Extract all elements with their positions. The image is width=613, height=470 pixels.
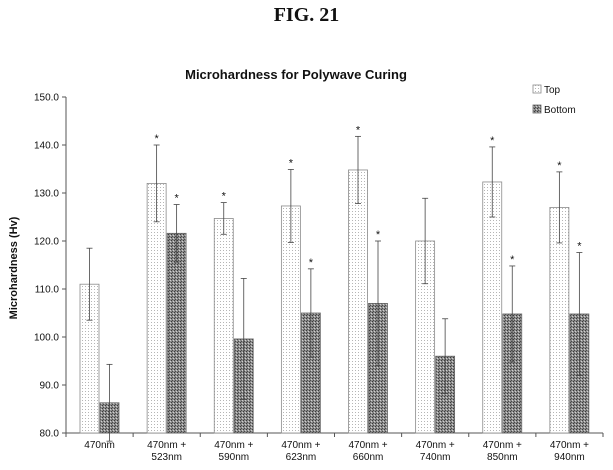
x-tick-label: 523nm [151,452,182,463]
chart-title: Microhardness for Polywave Curing [185,67,407,82]
x-tick-label: 660nm [353,452,384,463]
legend-swatch-top [532,84,542,94]
x-tick-label: 470nm + [348,440,387,451]
y-tick-label: 130.0 [34,189,59,200]
significance-star: * [154,133,159,145]
significance-star: * [510,254,515,266]
legend-label-bottom: Bottom [544,105,576,116]
bar-top [213,218,234,434]
bar-bottom [166,232,187,434]
y-tick-label: 150.0 [34,93,59,104]
x-tick-label: 740nm [420,452,451,463]
y-tick-label: 100.0 [34,333,59,344]
significance-star: * [289,157,294,169]
significance-star: * [490,135,495,147]
significance-star: * [376,229,381,241]
x-tick-label: 470nm [84,440,115,451]
bar-top [348,169,368,434]
bars: * * * * * * * * * * * [79,124,590,442]
significance-star: * [356,124,361,136]
significance-star: * [557,160,562,172]
x-tick-label: 470nm + [214,440,253,451]
y-axis: 80.0 90.0 100.0 110.0 120.0 130.0 140.0 150.0 [34,93,67,440]
y-tick-label: 120.0 [34,237,59,248]
legend-swatch-bottom [532,104,542,114]
legend: Top Bottom [532,84,576,116]
x-tick-label: 470nm + [416,440,455,451]
y-axis-label: Microhardness (Hv) [8,216,20,319]
x-tick-label: 940nm [554,452,585,463]
significance-star: * [174,193,179,205]
y-tick-label: 140.0 [34,141,59,152]
x-tick-label: 623nm [286,452,317,463]
x-tick-label: 470nm + [483,440,522,451]
significance-star: * [309,257,314,269]
y-tick-label: 90.0 [40,381,60,392]
y-tick-label: 110.0 [35,285,60,296]
x-tick-label: 850nm [487,452,518,463]
bar-top [482,181,503,434]
legend-label-top: Top [544,85,561,96]
significance-star: * [577,241,582,253]
figure-label: FIG. 21 [273,4,340,26]
y-tick-label: 80.0 [40,429,60,440]
x-tick-label: 470nm + [147,440,186,451]
x-tick-label: 470nm + [550,440,589,451]
significance-star: * [222,191,227,203]
x-tick-label: 470nm + [281,440,320,451]
x-tick-label: 590nm [219,452,250,463]
